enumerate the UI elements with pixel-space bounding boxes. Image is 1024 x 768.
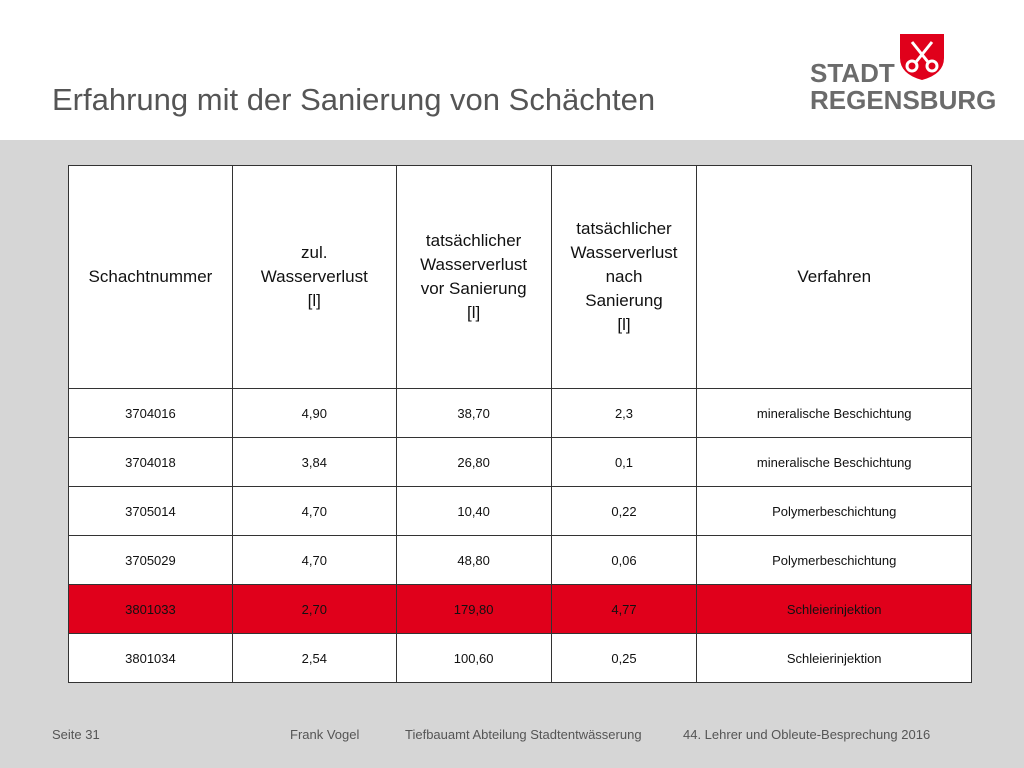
- table-cell: Schleierinjektion: [696, 633, 972, 683]
- table-cell: 2,3: [550, 388, 698, 438]
- table-cell: 0,1: [550, 437, 698, 487]
- column-header: Verfahren: [696, 165, 972, 389]
- table-cell: 3801034: [68, 633, 233, 683]
- logo-shield: [900, 34, 944, 80]
- logo-text: STADT REGENSBURG: [810, 60, 996, 114]
- table-cell: 3801033: [68, 584, 233, 634]
- footer-event: 44. Lehrer und Obleute-Besprechung 2016: [683, 727, 931, 742]
- table-row: 3705029 4,70 48,80 0,06 Polymerbeschichtung: [68, 535, 972, 585]
- table-row: 3801033 2,70 179,80 4,77 Schleierinjektion: [68, 584, 972, 634]
- table-cell: 3705014: [68, 486, 233, 536]
- table-cell: 0,06: [550, 535, 698, 585]
- table-row: 3704016 4,90 38,70 2,3 mineralische Beschich…: [68, 388, 972, 438]
- table-row: 3801034 2,54 100,60 0,25 Schleierinjektion: [68, 633, 972, 683]
- table-cell: 2,70: [231, 584, 397, 634]
- table-cell: 0,25: [550, 633, 698, 683]
- table-cell: 4,70: [231, 486, 397, 536]
- footer-department: Tiefbauamt Abteilung Stadtentwässerung: [405, 727, 642, 742]
- table-cell: 38,70: [395, 388, 552, 438]
- table-row: 3704018 3,84 26,80 0,1 mineralische Beschich…: [68, 437, 972, 487]
- footer-page: Seite 31: [52, 727, 100, 742]
- table-cell: 0,22: [550, 486, 698, 536]
- table-cell: 3704018: [68, 437, 233, 487]
- table-cell: Polymerbeschichtung: [696, 535, 972, 585]
- table-cell: Polymerbeschichtung: [696, 486, 972, 536]
- slide-title: Erfahrung mit der Sanierung von Schächte…: [52, 82, 656, 117]
- data-table: Schachtnummer zul. Wasserverlust [l] tatsä…: [68, 165, 972, 683]
- table-cell: 100,60: [395, 633, 552, 683]
- table-cell: 4,90: [231, 388, 397, 438]
- table-cell: 3704016: [68, 388, 233, 438]
- footer-author: Frank Vogel: [290, 727, 360, 742]
- table-cell: 179,80: [395, 584, 552, 634]
- column-header: Schachtnummer: [68, 165, 233, 389]
- table-cell: 4,77: [550, 584, 698, 634]
- table-row: 3705014 4,70 10,40 0,22 Polymerbeschichtung: [68, 486, 972, 536]
- table-cell: 3,84: [231, 437, 397, 487]
- table-cell: Schleierinjektion: [696, 584, 972, 634]
- logo-line: REGENSBURG: [810, 85, 997, 115]
- table-cell: 26,80: [395, 437, 552, 487]
- column-header: tatsächlicher Wasserverlust vor Sanierun…: [395, 165, 552, 389]
- header-row: Schachtnummer zul. Wasserverlust [l] tatsä…: [68, 165, 972, 389]
- header-band: [0, 0, 1024, 140]
- table-cell: mineralische Beschichtung: [696, 437, 972, 487]
- table-cell: 48,80: [395, 535, 552, 585]
- column-header: tatsächlicher Wasserverlust nach Sanieru…: [550, 165, 698, 389]
- table-cell: 2,54: [231, 633, 397, 683]
- table-cell: 4,70: [231, 535, 397, 585]
- logo-line: STADT: [810, 58, 895, 88]
- table-cell: 10,40: [395, 486, 552, 536]
- column-header: zul. Wasserverlust [l]: [231, 165, 397, 389]
- table-cell: 3705029: [68, 535, 233, 585]
- table-cell: mineralische Beschichtung: [696, 388, 972, 438]
